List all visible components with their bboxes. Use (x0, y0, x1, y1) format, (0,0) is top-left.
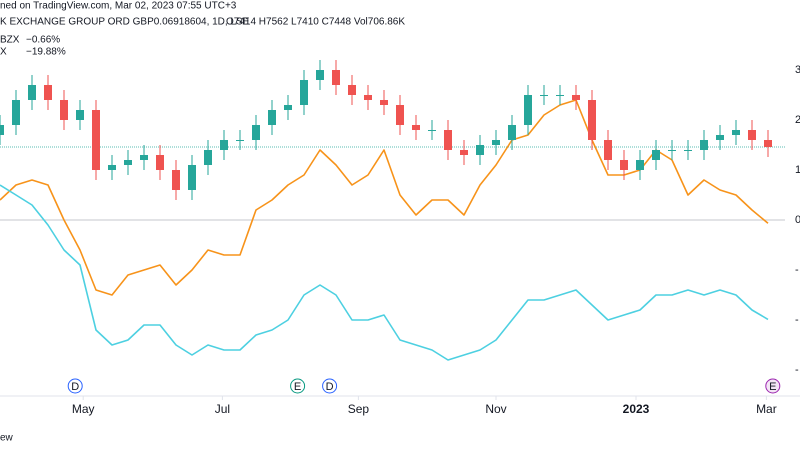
candle-body (140, 155, 148, 160)
candle-body (204, 150, 212, 165)
event-label: E (294, 381, 301, 393)
candle-body (444, 130, 452, 150)
candle-body (700, 140, 708, 150)
candle-body (188, 165, 196, 190)
candle-body (572, 95, 580, 100)
candle-body (12, 100, 20, 125)
candle-body (348, 85, 356, 95)
candle-body (604, 140, 612, 160)
compare-line (0, 99, 769, 296)
candle-body (620, 160, 628, 170)
candle-body (28, 85, 36, 100)
candle-body (252, 125, 260, 140)
candle-body (172, 170, 180, 190)
x-tick-label: 2023 (623, 402, 650, 416)
candle-body (364, 95, 372, 100)
candle-body (332, 70, 340, 85)
event-marker (322, 378, 338, 394)
candle-body (316, 70, 324, 80)
candle-body (476, 145, 484, 155)
candle-body (732, 130, 740, 135)
symbol-title: K EXCHANGE GROUP ORD GBP0.06918604, 1D, … (0, 17, 250, 28)
candle-body (652, 150, 660, 160)
candle-body (636, 160, 644, 170)
event-marker (290, 378, 306, 394)
candle-body (92, 110, 100, 170)
y-tick-label: 0 (795, 214, 800, 226)
candle-body (76, 110, 84, 120)
footer-logo: ew (0, 433, 14, 444)
candle-body (716, 135, 724, 140)
legend-name: BZX (0, 35, 20, 46)
y-tick-label: - (795, 364, 799, 376)
candle-body (380, 100, 388, 105)
event-marker (67, 378, 83, 394)
candle-body (460, 150, 468, 155)
compare-line (0, 184, 769, 361)
event-label: E (769, 381, 776, 393)
x-tick-label: Jul (215, 402, 230, 416)
candle-body (748, 130, 756, 140)
legend-value: −0.66% (26, 35, 60, 46)
event-marker (765, 378, 781, 394)
y-tick-label: 2 (795, 114, 800, 126)
candle-body (60, 100, 68, 120)
candle-body (396, 105, 404, 125)
candle-body (156, 155, 164, 170)
x-tick-label: Sep (348, 402, 370, 416)
y-tick-label: 3 (795, 64, 800, 76)
y-tick-label: 1 (795, 164, 800, 176)
candle-body (124, 160, 132, 165)
candle-body (524, 95, 532, 125)
candle-body (764, 140, 772, 147)
x-tick-label: Nov (485, 402, 506, 416)
candle-body (236, 140, 244, 141)
y-tick-label: - (795, 314, 799, 326)
candle-body (588, 100, 596, 140)
candle-body (556, 95, 564, 96)
candle-body (412, 125, 420, 130)
candle-body (284, 105, 292, 110)
candle-body (492, 140, 500, 145)
x-tick-label: Mar (756, 402, 777, 416)
x-tick-label: May (72, 402, 95, 416)
event-label: D (326, 381, 334, 393)
legend-name: X (0, 47, 7, 58)
candle-body (300, 80, 308, 105)
legend-value: −19.88% (26, 47, 66, 58)
event-label: D (71, 381, 79, 393)
candle-body (428, 130, 436, 131)
candle-body (108, 165, 116, 170)
candle-body (44, 85, 52, 100)
ohlc-readout: O7414 H7562 L7410 C7448 Vol706.86K (226, 17, 405, 28)
published-note: ned on TradingView.com, Mar 02, 2023 07:… (0, 1, 237, 12)
candle-body (0, 125, 4, 135)
candle-body (668, 150, 676, 151)
candle-body (220, 140, 228, 150)
candle-body (540, 95, 548, 96)
candle-body (268, 110, 276, 125)
y-tick-label: - (795, 264, 799, 276)
candle-body (684, 150, 692, 151)
candle-body (508, 125, 516, 140)
